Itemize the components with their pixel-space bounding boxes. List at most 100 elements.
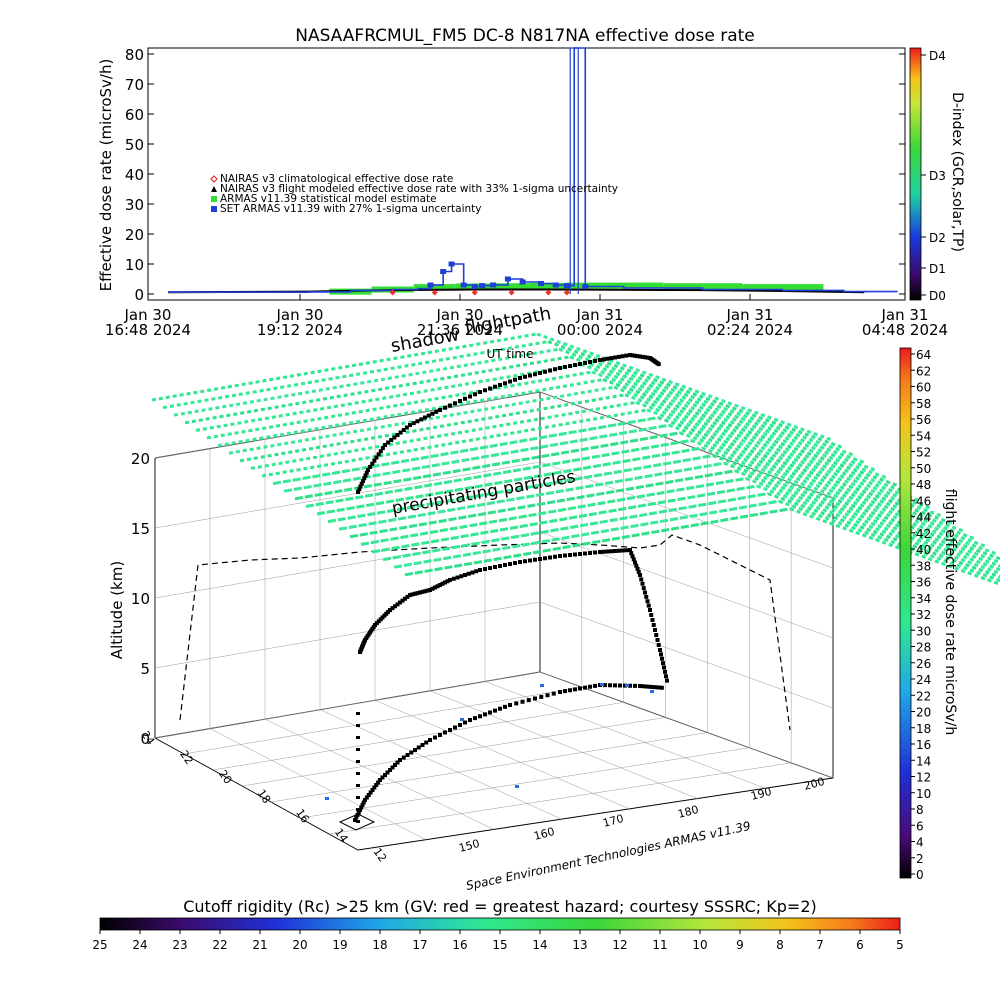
- z-gridline: [154, 601, 541, 669]
- flightpath-lower-mark: [644, 684, 649, 689]
- set-armas-point: [427, 282, 434, 288]
- dose-colorbar-tick-label: 14: [916, 754, 931, 768]
- flightpath-upper-mark: [523, 374, 527, 379]
- flightpath-middle-mark: [601, 549, 606, 554]
- rigidity-colorbar-tick-label: 13: [572, 938, 587, 952]
- nairas-climatological-point: [508, 289, 515, 296]
- particle-stripe-side: [624, 393, 921, 503]
- flightpath-lower-mark: [424, 740, 429, 745]
- dose-colorbar-tick-label: 54: [916, 429, 931, 443]
- flightpath-middle-mark: [568, 553, 572, 557]
- flightpath-upper-mark: [380, 446, 385, 451]
- flightpath-lower-mark: [380, 775, 385, 780]
- flightpath-middle-mark: [493, 565, 497, 569]
- flightpath-middle-mark: [663, 669, 667, 674]
- flightpath-lower-mark: [360, 803, 365, 807]
- flightpath-middle-mark: [518, 560, 522, 564]
- flightpath-middle-mark: [443, 580, 447, 585]
- flightpath-upper-mark: [398, 430, 403, 435]
- particle-stripe-side: [767, 492, 1000, 579]
- flightpath-lower-mark: [388, 768, 392, 772]
- rigidity-colorbar-tick-label: 14: [532, 938, 547, 952]
- floor-gridline-2: [319, 709, 562, 820]
- flightpath-middle-mark: [451, 576, 456, 581]
- d-index-colorbar: [909, 47, 922, 301]
- dose-colorbar-tick-label: 42: [916, 527, 931, 541]
- rigidity-colorbar-tick-label: 21: [252, 938, 267, 952]
- rigidity-axis-tick-label: 12: [371, 846, 390, 865]
- flightpath-upper-mark: [366, 468, 370, 472]
- flightpath-lower-mark: [618, 683, 622, 688]
- dose-colorbar-tick-label: 64: [916, 348, 931, 362]
- dose-colorbar-tick-label: 18: [916, 722, 931, 736]
- flightpath-middle-mark: [474, 569, 479, 574]
- set-armas-point: [504, 276, 511, 282]
- y-tick-label: 30: [125, 196, 144, 214]
- flightpath-upper-mark: [356, 490, 360, 494]
- nairas-climatological-point: [389, 289, 396, 296]
- dose-colorbar-tick-label: 62: [916, 364, 931, 378]
- flightpath-lower-mark: [366, 793, 371, 797]
- flightpath-lower-mark: [641, 684, 646, 689]
- flightpath-upper-mark: [361, 479, 365, 483]
- flightpath-lower-mark: [433, 735, 437, 740]
- flightpath-lower-mark: [413, 748, 417, 752]
- armas-model-mark: [663, 283, 743, 290]
- nairas-climatological-point: [471, 289, 478, 296]
- ut-time-label: UT time: [486, 347, 533, 361]
- flightpath-upper-mark: [468, 394, 472, 399]
- flightpath-lower-mark: [573, 687, 577, 692]
- armas-model-mark: [603, 282, 664, 289]
- set-armas-point: [552, 282, 559, 288]
- flightpath-upper-mark: [395, 433, 400, 437]
- particle-stripe: [404, 507, 791, 577]
- flightpath-lower-mark: [633, 683, 637, 688]
- flightpath-lower-mark: [653, 685, 658, 690]
- nairas-climatological-point: [431, 289, 438, 296]
- flightpath-lower-mark: [558, 690, 562, 694]
- floor-gridline: [270, 732, 708, 803]
- flightpath-upper-mark: [624, 353, 629, 358]
- flightpath-middle-mark: [393, 604, 397, 609]
- dose-colorbar-tick-label: 38: [916, 559, 931, 573]
- flightpath-climb-mark: [356, 784, 360, 787]
- flightpath-upper-mark: [588, 360, 592, 364]
- flightpath-climb-mark: [356, 736, 360, 739]
- flightpath-upper-mark: [415, 419, 420, 424]
- flightpath-middle-mark: [553, 554, 557, 559]
- longitude-axis-tick-label: 180: [676, 803, 700, 821]
- flightpath-upper-mark: [613, 355, 617, 360]
- flightpath-lower-mark: [468, 718, 472, 722]
- flightpath-middle-mark: [433, 585, 437, 590]
- flightpath-middle-mark: [523, 559, 527, 564]
- dose-colorbar: [899, 347, 912, 879]
- flightpath-lower-mark: [453, 725, 457, 730]
- flightpath-lower-mark: [526, 698, 531, 703]
- flightpath-middle-mark: [649, 613, 654, 617]
- flightpath-middle-mark: [483, 567, 487, 571]
- rigidity-colorbar-tick-label: 24: [132, 938, 147, 952]
- flightpath-upper-mark: [558, 366, 562, 370]
- flightpath-climb-mark: [356, 760, 360, 763]
- particle-stripe: [393, 499, 780, 569]
- d-index-tick-label: D4: [929, 49, 946, 63]
- particle-stripe: [162, 340, 549, 410]
- flightpath-middle-mark: [593, 550, 597, 555]
- flightpath-middle-mark: [423, 589, 427, 594]
- d-index-colorbar-ticks: D4 D3 D2 D1 D0: [921, 49, 946, 303]
- legend-label: NAIRAS v3 flight modeled effective dose …: [220, 183, 618, 195]
- flightpath-lower-mark: [458, 723, 462, 727]
- particle-stripe-side: [712, 454, 1000, 561]
- floor-gridline-2: [484, 681, 766, 789]
- particle-stripe: [382, 492, 769, 562]
- z-gridline-right: [539, 461, 834, 569]
- flightpath-lower-mark: [478, 714, 482, 719]
- flightpath-upper-mark: [578, 362, 582, 366]
- flightpath-lower-mark: [359, 805, 364, 810]
- flightpath-middle-mark: [563, 553, 567, 558]
- flightpath-middle-mark: [503, 563, 507, 567]
- flightpath-lower-mark: [659, 685, 664, 690]
- flightpath-lower-mark: [533, 696, 537, 701]
- x-tick-label-date: Jan 31: [726, 306, 774, 324]
